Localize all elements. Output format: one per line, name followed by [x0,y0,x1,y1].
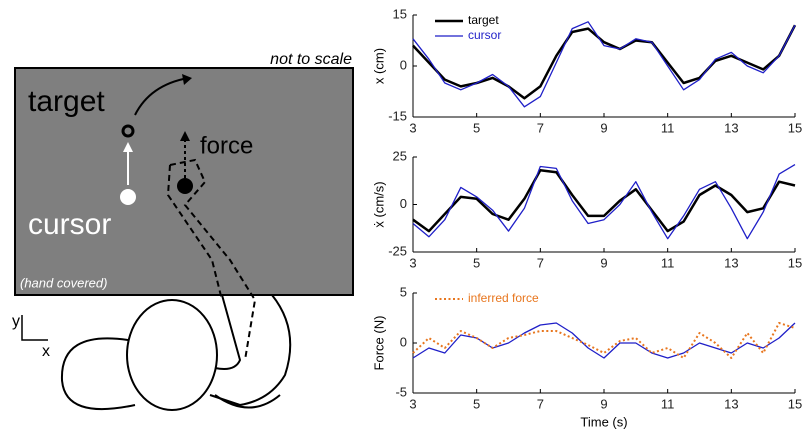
series-line [412,21,796,108]
cursor-arrowhead [123,142,133,152]
arm [209,294,292,407]
axis-y-label: y [12,313,20,330]
x-tick-label: 13 [724,396,738,411]
series-line [412,322,796,359]
y-tick-label: 0 [400,196,407,211]
arm [214,294,242,370]
x-tick-label: 5 [473,120,480,135]
arrowhead [182,74,192,85]
y-tick-label: -15 [388,108,407,123]
x-tick-label: 11 [661,120,675,135]
target-label: target [28,85,105,118]
target-marker [121,124,135,138]
x-tick-label: 5 [473,396,480,411]
series-line [412,169,796,233]
series-line [412,164,796,240]
y-tick-label: 5 [400,284,407,299]
x-tick-label: 9 [600,396,607,411]
force-arrowhead [180,131,190,141]
legend-label: inferred force [468,291,539,305]
shoulder [214,394,281,409]
hidden-arm [166,164,223,301]
x-tick-label: 13 [724,120,738,135]
legend-label: target [468,13,499,27]
series-line [412,322,796,359]
legend-label: cursor [468,28,501,42]
cursor-marker [120,189,136,205]
hand-marker [177,178,193,194]
y-tick-label: 0 [400,334,407,349]
shoulder [60,337,136,411]
x-tick-label: 11 [661,255,675,270]
y-tick-label: -25 [388,243,407,258]
x-tick-label: 7 [537,255,544,270]
x-tick-label: 5 [473,255,480,270]
x-tick-label: 7 [537,396,544,411]
axes-icon [21,315,48,341]
axis-x-label: x [42,343,50,360]
x-tick-label: 11 [661,396,675,411]
y-axis-label: x (cm) [371,48,386,84]
force-label: force [200,132,253,159]
x-tick-label: 15 [788,255,802,270]
x-tick-label: 15 [788,120,802,135]
x-tick-label: 3 [409,255,416,270]
hidden-arm [169,158,257,361]
x-tick-label: 15 [788,396,802,411]
x-tick-label: 9 [600,120,607,135]
arrow [134,77,189,116]
y-tick-label: 25 [393,148,407,163]
y-axis-label: Force (N) [371,316,386,371]
cursor-label: cursor [28,208,111,241]
x-tick-label: 13 [724,255,738,270]
head [126,299,218,411]
x-tick-label: 3 [409,396,416,411]
x-axis-label: Time (s) [580,414,627,429]
x-tick-label: 7 [537,120,544,135]
y-tick-label: 0 [400,57,407,72]
x-tick-label: 9 [600,255,607,270]
y-tick-label: 15 [393,6,407,21]
x-tick-label: 3 [409,120,416,135]
y-tick-label: -5 [395,384,407,399]
note: not to scale [270,51,352,68]
y-axis-label: ẋ (cm/s) [371,181,386,227]
hand-label: (hand covered) [20,275,107,290]
